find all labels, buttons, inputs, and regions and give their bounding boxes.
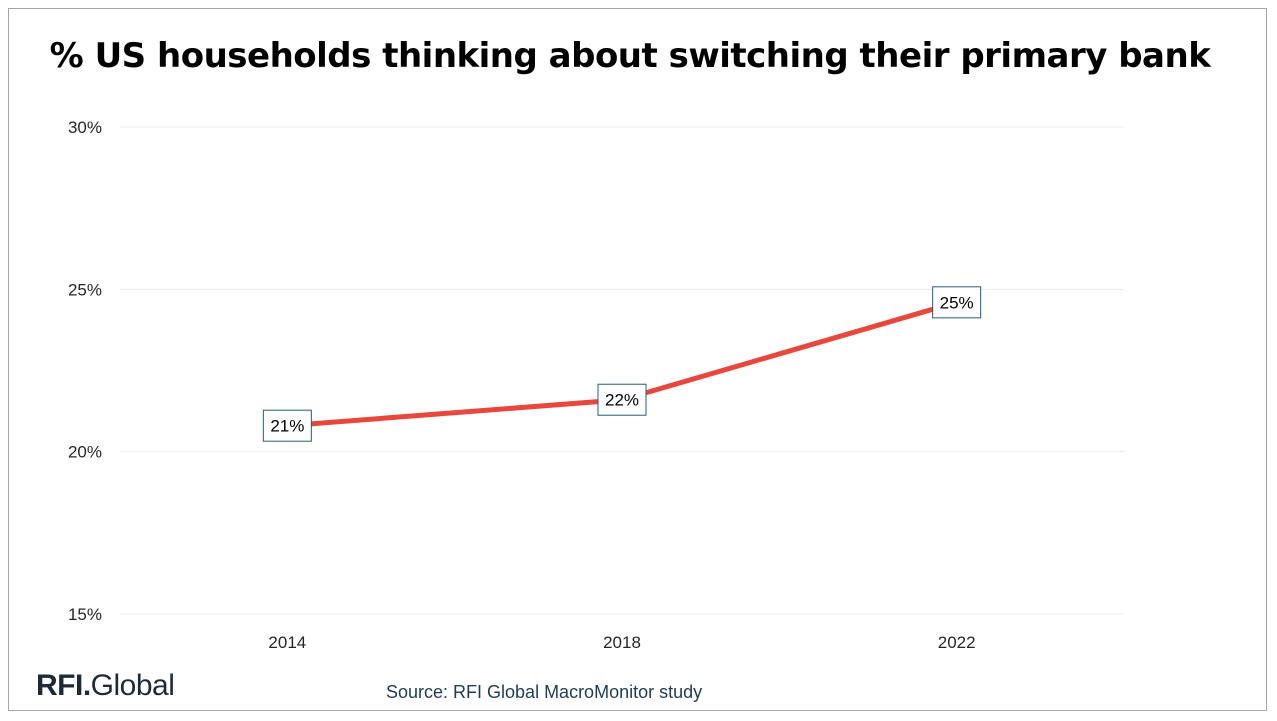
y-tick-label: 15% — [68, 605, 102, 624]
data-label-box — [262, 409, 312, 442]
source-note: Source: RFI Global MacroMonitor study — [386, 682, 703, 702]
data-label: 22% — [597, 383, 647, 416]
x-tick-label: 2014 — [268, 633, 306, 652]
x-axis: 2014 2018 2022 — [268, 633, 975, 652]
y-tick-label: 30% — [68, 118, 102, 137]
data-label-text: 22% — [605, 391, 639, 410]
x-tick-label: 2022 — [938, 633, 976, 652]
data-label-text: 21% — [270, 417, 304, 436]
gridlines — [120, 126, 1124, 615]
data-label-box — [597, 383, 647, 416]
chart-title: % US households thinking about switching… — [49, 36, 1211, 76]
y-tick-label: 20% — [68, 443, 102, 462]
rfi-global-logo: RFI.Global — [36, 669, 175, 702]
chart-frame — [8, 8, 1267, 711]
data-label: 25% — [932, 286, 982, 319]
logo-rfi: RFI — [36, 669, 83, 702]
data-label-box — [932, 286, 982, 319]
data-labels: 21% 22% 25% — [262, 286, 982, 442]
y-axis: 15% 20% 25% 30% — [68, 118, 102, 624]
data-label: 21% — [262, 409, 312, 442]
x-tick-label: 2018 — [603, 633, 641, 652]
logo-dot: . — [82, 669, 91, 702]
logo-global: Global — [90, 669, 175, 702]
y-tick-label: 25% — [68, 280, 102, 299]
data-label-text: 25% — [940, 293, 974, 312]
